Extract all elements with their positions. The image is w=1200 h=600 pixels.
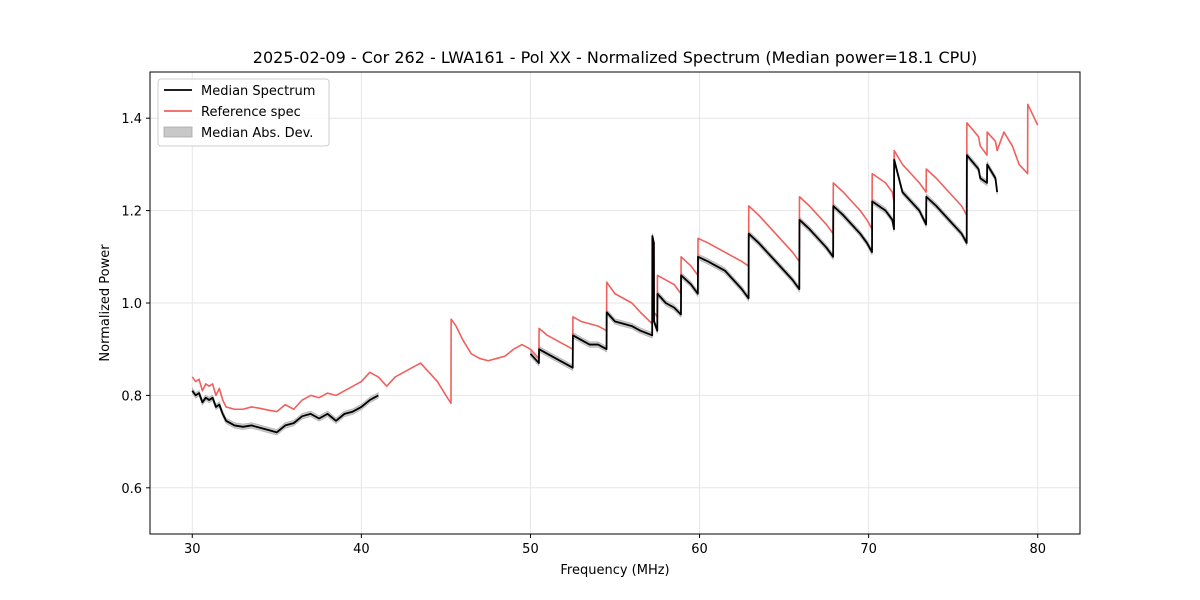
x-tick-label: 60 <box>691 542 708 557</box>
x-tick-label: 80 <box>1029 542 1046 557</box>
legend: Median Spectrum Reference spec Median Ab… <box>157 78 330 147</box>
legend-box <box>157 78 330 147</box>
series-line-median-spectrum <box>529 154 999 369</box>
legend-label-median-spectrum: Median Spectrum <box>201 84 315 99</box>
x-axis-label: Frequency (MHz) <box>560 563 669 578</box>
mad-band <box>191 387 379 436</box>
x-tick-label: 50 <box>522 542 539 557</box>
legend-label-median-abs-dev: Median Abs. Dev. <box>201 126 313 141</box>
legend-swatch-median-abs-dev <box>163 126 193 138</box>
x-tick-label: 70 <box>860 542 877 557</box>
grid-lines <box>150 72 1080 534</box>
x-tick-label: 30 <box>184 542 201 557</box>
y-tick-label: 1.4 <box>121 112 142 127</box>
legend-label-reference-spec: Reference spec <box>201 105 301 120</box>
y-tick-label: 0.6 <box>121 482 142 497</box>
axis-ticks: 30 40 50 60 70 80 0.6 0.8 1.0 1.2 1.4 <box>121 112 1046 557</box>
series-layer <box>191 103 1039 434</box>
x-tick-label: 40 <box>353 542 370 557</box>
y-tick-label: 1.2 <box>121 205 142 220</box>
series-line-reference-spec <box>191 103 1039 413</box>
y-tick-label: 1.0 <box>121 297 142 312</box>
y-tick-label: 0.8 <box>121 389 142 404</box>
chart-title: 2025-02-09 - Cor 262 - LWA161 - Pol XX -… <box>253 48 977 67</box>
series-line-median-spectrum <box>191 390 379 434</box>
y-axis-label: Normalized Power <box>98 244 113 362</box>
